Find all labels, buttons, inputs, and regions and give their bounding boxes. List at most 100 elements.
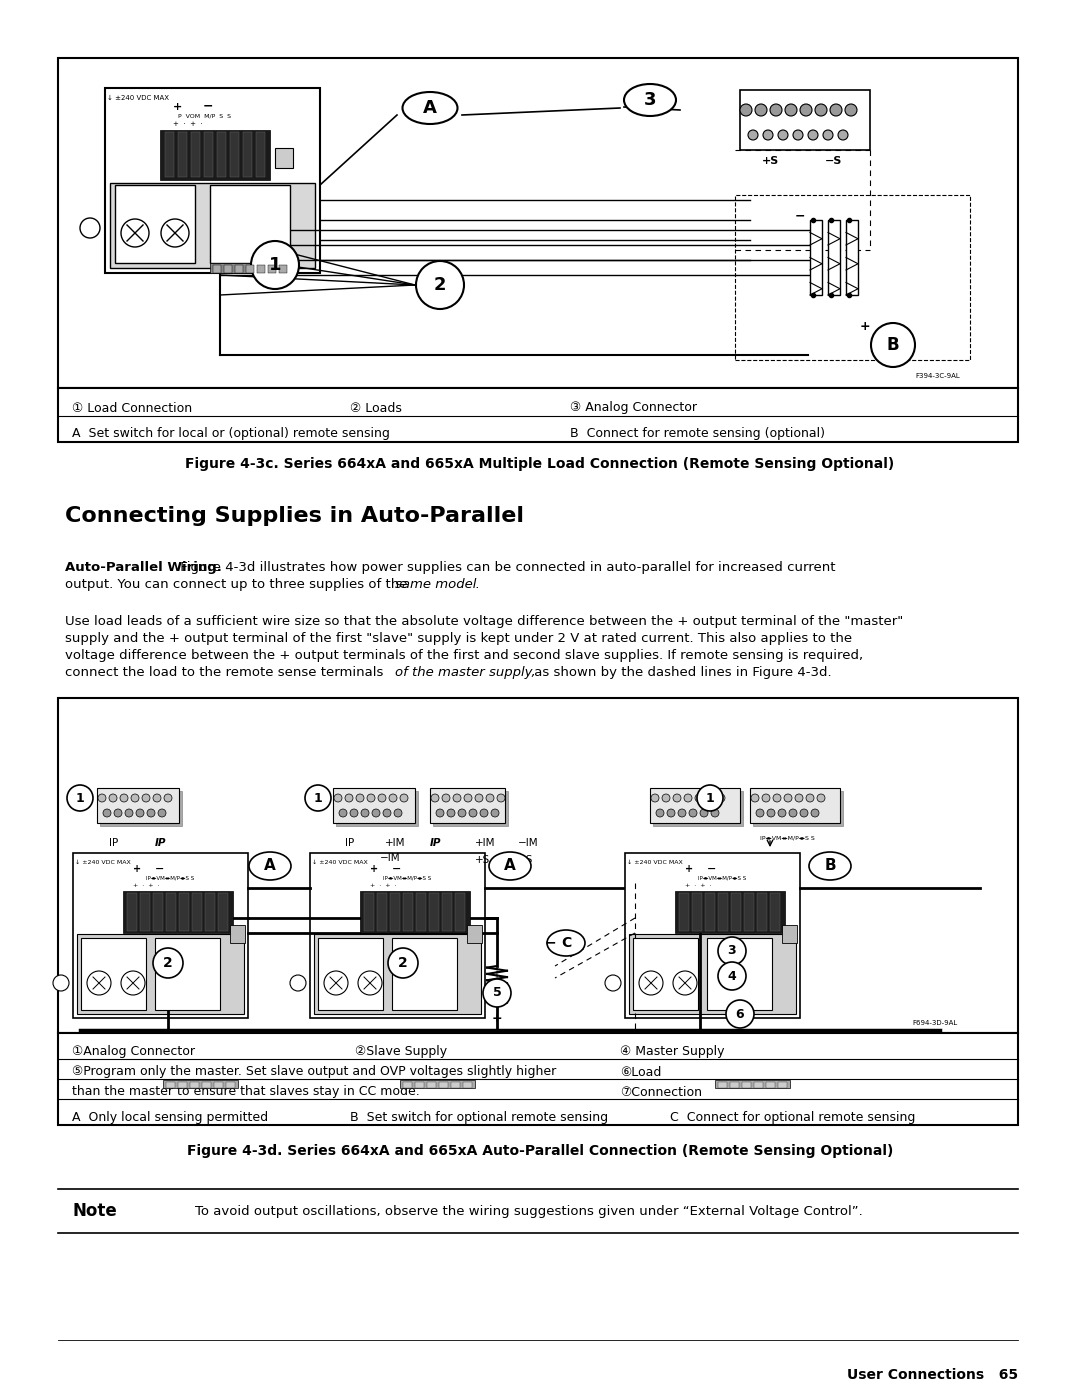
Circle shape: [158, 809, 166, 817]
Bar: [191, 131, 200, 177]
Bar: [633, 937, 698, 1010]
Bar: [230, 131, 239, 177]
Text: voltage difference between the + output terminals of the first and second slave : voltage difference between the + output …: [65, 650, 863, 662]
Bar: [750, 788, 840, 823]
Circle shape: [497, 793, 505, 802]
Circle shape: [291, 975, 306, 990]
Bar: [192, 893, 202, 930]
Bar: [190, 1083, 199, 1088]
Text: A  Only local sensing permitted: A Only local sensing permitted: [72, 1111, 268, 1123]
Circle shape: [103, 809, 111, 817]
Circle shape: [361, 809, 369, 817]
Bar: [336, 791, 418, 826]
Bar: [438, 1083, 448, 1088]
Circle shape: [164, 793, 172, 802]
Text: P  VOM  M/P  S  S: P VOM M/P S S: [178, 115, 231, 119]
Circle shape: [389, 793, 397, 802]
Circle shape: [458, 809, 465, 817]
Circle shape: [838, 130, 848, 140]
Bar: [275, 148, 293, 168]
Bar: [166, 1083, 175, 1088]
Bar: [105, 88, 320, 272]
Bar: [268, 265, 276, 272]
Text: as shown by the dashed lines in Figure 4-3d.: as shown by the dashed lines in Figure 4…: [530, 666, 832, 679]
Text: +  ·  +  ·: + · + ·: [685, 883, 712, 888]
Circle shape: [324, 971, 348, 995]
Text: Use load leads of a sufficient wire size so that the absolute voltage difference: Use load leads of a sufficient wire size…: [65, 615, 903, 629]
Circle shape: [808, 130, 818, 140]
Circle shape: [667, 809, 675, 817]
Text: Figure 4-3d. Series 664xA and 665xA Auto-Parallel Connection (Remote Sensing Opt: Figure 4-3d. Series 664xA and 665xA Auto…: [187, 1144, 893, 1158]
Text: +: +: [370, 863, 378, 875]
Text: +S: +S: [475, 855, 490, 865]
Circle shape: [778, 130, 788, 140]
Text: −IM: −IM: [380, 854, 401, 863]
Text: C: C: [561, 936, 571, 950]
Bar: [210, 184, 291, 263]
Text: 6: 6: [735, 1007, 744, 1020]
Text: −: −: [707, 863, 716, 875]
Circle shape: [718, 963, 746, 990]
Bar: [364, 893, 374, 930]
Text: 2: 2: [434, 277, 446, 293]
Bar: [451, 1083, 460, 1088]
Bar: [179, 893, 189, 930]
Bar: [427, 1083, 436, 1088]
Circle shape: [161, 219, 189, 247]
Circle shape: [811, 809, 819, 817]
Bar: [653, 791, 743, 826]
Text: supply and the + output terminal of the first "slave" supply is kept under 2 V a: supply and the + output terminal of the …: [65, 631, 852, 645]
Text: output. You can connect up to three supplies of the: output. You can connect up to three supp…: [65, 578, 411, 591]
Circle shape: [651, 793, 659, 802]
Circle shape: [793, 130, 804, 140]
Bar: [392, 937, 457, 1010]
Bar: [360, 891, 470, 933]
Text: .: .: [471, 578, 480, 591]
Text: A: A: [265, 859, 275, 873]
Bar: [318, 937, 383, 1010]
Text: IP: IP: [430, 838, 442, 848]
Bar: [58, 59, 1018, 388]
Text: To avoid output oscillations, observe the wiring suggestions given under “Extern: To avoid output oscillations, observe th…: [195, 1204, 863, 1218]
Bar: [625, 854, 800, 1018]
Circle shape: [109, 793, 117, 802]
Bar: [310, 854, 485, 1018]
Text: 3: 3: [644, 91, 657, 109]
Text: same model: same model: [395, 578, 476, 591]
Circle shape: [762, 130, 773, 140]
Bar: [650, 788, 740, 823]
Bar: [400, 1080, 475, 1088]
Circle shape: [831, 103, 842, 116]
Text: Figure 4-3c. Series 664xA and 665xA Multiple Load Connection (Remote Sensing Opt: Figure 4-3c. Series 664xA and 665xA Mult…: [186, 457, 894, 471]
Circle shape: [400, 793, 408, 802]
Circle shape: [121, 219, 149, 247]
Text: than the master to ensure that slaves stay in CC mode.: than the master to ensure that slaves st…: [72, 1085, 420, 1098]
Bar: [778, 1083, 787, 1088]
Bar: [429, 893, 438, 930]
Bar: [153, 893, 163, 930]
Text: −: −: [795, 210, 806, 224]
Bar: [846, 219, 858, 295]
Bar: [770, 893, 780, 930]
Text: +: +: [685, 863, 693, 875]
Circle shape: [491, 809, 499, 817]
Circle shape: [98, 793, 106, 802]
Text: +: +: [491, 1011, 502, 1025]
Bar: [279, 265, 287, 272]
Text: +IM: +IM: [384, 838, 405, 848]
Circle shape: [447, 809, 455, 817]
Circle shape: [689, 809, 697, 817]
Circle shape: [345, 793, 353, 802]
Bar: [163, 1080, 238, 1088]
Circle shape: [697, 785, 723, 812]
Circle shape: [480, 809, 488, 817]
Bar: [202, 1083, 211, 1088]
Circle shape: [845, 103, 858, 116]
Circle shape: [251, 242, 299, 289]
Text: ⑤Program only the master. Set slave output and OVP voltages slightly higher: ⑤Program only the master. Set slave outp…: [72, 1066, 556, 1078]
Text: C  Connect for optional remote sensing: C Connect for optional remote sensing: [670, 1111, 916, 1123]
Text: Figure 4-3d illustrates how power supplies can be connected in auto-parallel for: Figure 4-3d illustrates how power suppli…: [176, 562, 836, 574]
Circle shape: [357, 971, 382, 995]
Text: IP◂▸VM◂▸M/P◂▸S S: IP◂▸VM◂▸M/P◂▸S S: [146, 876, 194, 882]
Text: ①Analog Connector: ①Analog Connector: [72, 1045, 195, 1058]
